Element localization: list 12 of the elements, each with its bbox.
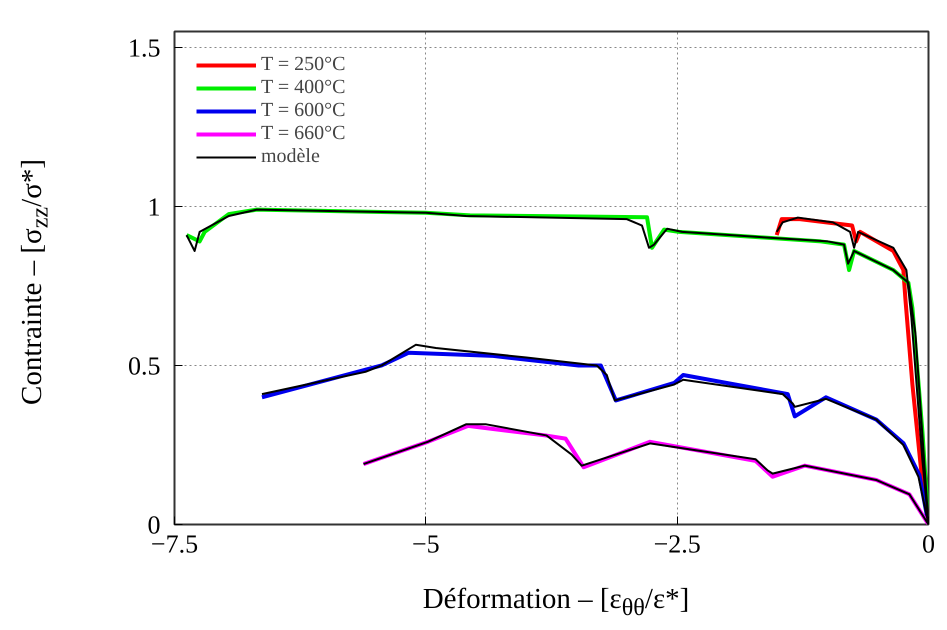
legend-label: modèle [261, 145, 320, 168]
x-axis-title: Déformation – [ε$_{θθ}$/ε*] [422, 582, 690, 623]
x-tick-label: 0 [922, 530, 935, 558]
legend-label: T = 600°C [261, 99, 346, 122]
legend-label: T = 400°C [261, 76, 346, 99]
legend-label: T = 250°C [261, 53, 346, 76]
y-tick-label: 0.5 [128, 351, 160, 380]
x-tick-label: −2.5 [654, 530, 701, 558]
legend-label: T = 660°C [261, 122, 346, 145]
y-tick-label: 1.5 [128, 33, 160, 62]
x-tick-label: −5 [412, 530, 440, 558]
y-tick-label: 1 [148, 192, 160, 222]
